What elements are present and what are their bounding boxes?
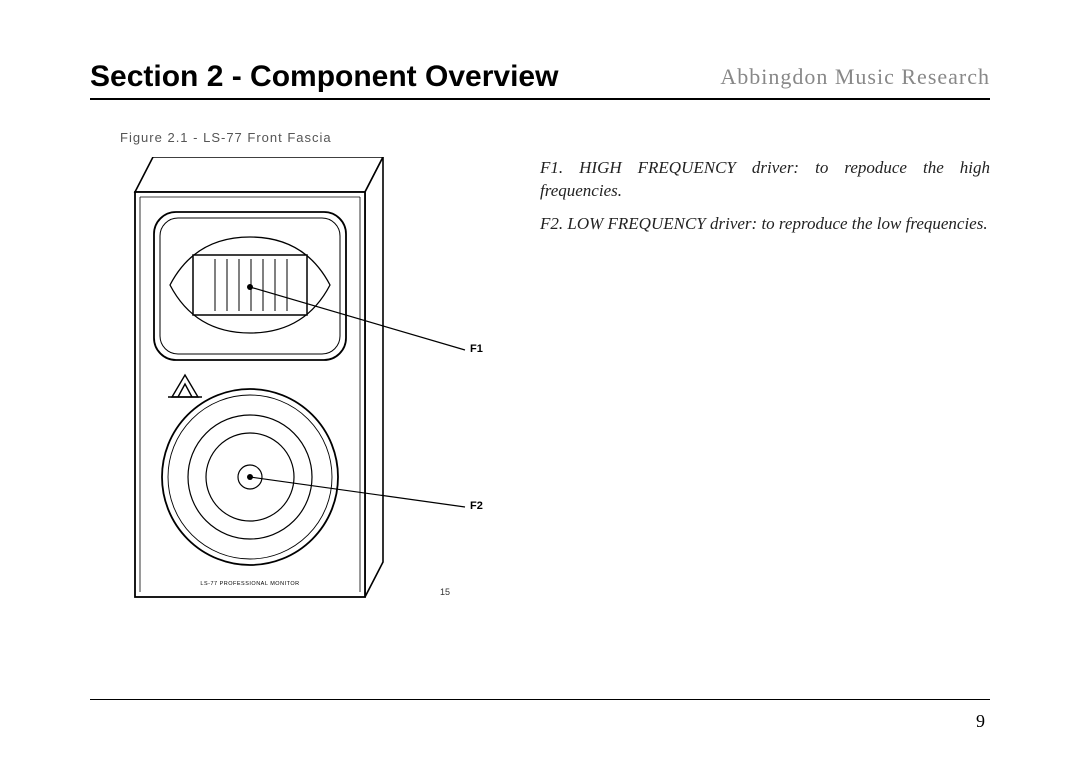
page-number: 9 xyxy=(976,711,985,732)
figure-small-number: 15 xyxy=(440,587,450,597)
description-column: F1. HIGH FREQUENCY driver: to repoduce t… xyxy=(520,157,990,627)
header-row: Section 2 - Component Overview Abbingdon… xyxy=(90,60,990,100)
section-title: Section 2 - Component Overview xyxy=(90,60,558,94)
speaker-bottom-text: LS-77 PROFESSIONAL MONITOR xyxy=(200,581,299,587)
callout-label-f1: F1 xyxy=(470,343,483,355)
speaker-diagram: LS-77 PROFESSIONAL MONITOR F1 F2 15 xyxy=(90,157,520,627)
footer-rule xyxy=(90,699,990,700)
content-area: LS-77 PROFESSIONAL MONITOR F1 F2 15 F1. … xyxy=(90,157,990,627)
description-f1: F1. HIGH FREQUENCY driver: to repoduce t… xyxy=(540,157,990,203)
brand-text: Abbingdon Music Research xyxy=(720,64,990,94)
description-f2: F2. LOW FREQUENCY driver: to reproduce t… xyxy=(540,213,990,236)
figure-caption: Figure 2.1 - LS-77 Front Fascia xyxy=(120,130,990,145)
callout-label-f2: F2 xyxy=(470,500,483,512)
